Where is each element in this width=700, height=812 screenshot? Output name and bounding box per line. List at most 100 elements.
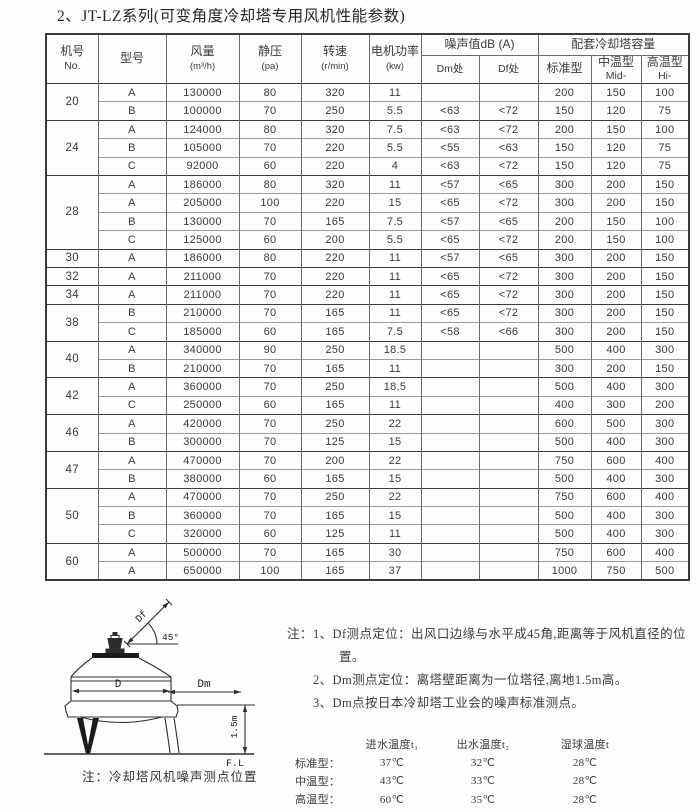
header-model: 型号 xyxy=(97,34,167,84)
cell-cap-mid: 150 xyxy=(590,119,642,139)
cell-cap-mid: 150 xyxy=(590,83,642,102)
cell-motor-power: 5.5 xyxy=(368,101,422,121)
cell-cap-mid: 400 xyxy=(590,469,642,489)
cell-machine-no: 40 xyxy=(45,340,99,378)
cell-speed: 165 xyxy=(300,395,370,415)
cell-cap-standard: 500 xyxy=(537,340,592,360)
cell-noise-df xyxy=(478,432,539,452)
cell-static-pressure: 80 xyxy=(238,175,302,194)
cell-machine-no: 34 xyxy=(45,285,99,305)
cell-cap-standard: 1000 xyxy=(537,561,592,581)
cell-speed: 250 xyxy=(300,101,370,121)
cell-model: C xyxy=(97,322,167,342)
cell-airflow: 100000 xyxy=(165,101,240,121)
cell-noise-dm xyxy=(420,524,480,544)
cell-cap-standard: 500 xyxy=(537,377,592,397)
cell-cap-standard: 500 xyxy=(537,432,592,452)
temp-value: 28℃ xyxy=(572,775,598,788)
cell-model: A xyxy=(97,340,167,360)
cell-cap-standard: 300 xyxy=(537,175,592,194)
cell-speed: 320 xyxy=(300,83,370,102)
cell-cap-standard: 300 xyxy=(537,266,592,286)
temp-value: 37℃ xyxy=(379,757,405,770)
cell-noise-dm: <65 xyxy=(420,303,480,323)
cell-airflow: 211000 xyxy=(165,266,240,286)
temp-value: 35℃ xyxy=(470,793,496,806)
header-speed: 转速 (r/min) xyxy=(300,34,370,84)
cell-static-pressure: 100 xyxy=(238,193,302,213)
cell-noise-df xyxy=(478,469,539,489)
cell-speed: 165 xyxy=(300,358,370,378)
temp-value: 33℃ xyxy=(470,775,496,788)
temp-col-header: 湿球温度t xyxy=(560,739,610,752)
cell-cap-hi: 400 xyxy=(640,450,690,470)
cell-noise-dm: <57 xyxy=(420,248,480,268)
cell-static-pressure: 80 xyxy=(238,119,302,139)
cell-cap-mid: 200 xyxy=(590,285,642,305)
cell-cap-mid: 400 xyxy=(590,524,642,544)
cell-airflow: 420000 xyxy=(165,414,240,434)
cell-model: A xyxy=(97,487,167,507)
cell-model: B xyxy=(97,358,167,378)
cell-cap-mid: 400 xyxy=(590,340,642,360)
cell-cap-hi: 150 xyxy=(640,303,690,323)
cell-noise-df: <66 xyxy=(478,322,539,342)
table-body: 20 A 130000 80 320 11 200 150 100 B 100000 70 250 5.5… xyxy=(45,83,690,581)
cell-airflow: 340000 xyxy=(165,340,240,360)
cell-machine-no: 60 xyxy=(45,542,99,581)
cell-noise-dm xyxy=(420,340,480,360)
cell-motor-power: 15 xyxy=(368,432,422,452)
cell-airflow: 650000 xyxy=(165,561,240,581)
table-header: 机号 No. 型号 风量 (m³/h) 静压 (pa) 转速 (r/min) xyxy=(45,34,690,84)
table-row: B 300000 70 125 15 500 400 300 xyxy=(46,432,690,452)
header-cap-mid-sub: Mid- xyxy=(605,70,627,83)
cell-cap-mid: 150 xyxy=(590,211,642,231)
cell-noise-dm: <63 xyxy=(420,119,480,139)
cell-cap-standard: 300 xyxy=(537,303,592,323)
header-model-label: 型号 xyxy=(119,51,144,66)
cell-cap-standard: 500 xyxy=(537,506,592,525)
table-row: A 650000 100 165 37 1000 750 500 xyxy=(46,561,690,581)
cell-speed: 165 xyxy=(300,469,370,489)
header-motor-power-unit: (kw) xyxy=(386,60,404,72)
cell-airflow: 250000 xyxy=(165,395,240,415)
header-airflow-unit: (m³/h) xyxy=(189,60,216,72)
header-noise-group: 噪声值dB (A) xyxy=(420,34,539,56)
tower-motor-knob xyxy=(112,632,118,636)
cell-motor-power: 11 xyxy=(368,175,422,194)
header-noise-dm-label: Dm处 xyxy=(436,63,464,76)
cell-speed: 200 xyxy=(300,450,370,470)
cell-noise-dm xyxy=(420,506,480,525)
cell-noise-df xyxy=(478,542,539,562)
header-cap-hi-sub: Hi- xyxy=(658,70,672,83)
cell-noise-dm: <63 xyxy=(420,156,480,176)
header-airflow: 风量 (m³/h) xyxy=(165,34,240,84)
cell-machine-no: 46 xyxy=(45,414,99,452)
cell-speed: 165 xyxy=(300,506,370,525)
table-row: 34 A 211000 70 220 11 <65 <72 300 200 150 xyxy=(45,285,690,305)
cell-airflow: 186000 xyxy=(165,248,240,268)
temp-row: 中温型： 43℃ 33℃ 28℃ xyxy=(295,772,635,790)
tower-left-leg xyxy=(77,718,99,754)
cell-cap-mid: 400 xyxy=(590,432,642,452)
cell-cap-standard: 200 xyxy=(537,119,592,139)
cell-speed: 165 xyxy=(300,303,370,323)
cell-model: C xyxy=(97,156,167,176)
temp-row: 标准型： 37℃ 32℃ 28℃ xyxy=(295,753,635,771)
cell-model: C xyxy=(97,230,167,250)
cell-static-pressure: 70 xyxy=(238,377,302,397)
table-row: 46 A 420000 70 250 22 600 500 300 xyxy=(45,414,690,452)
cell-static-pressure: 70 xyxy=(238,303,302,323)
cell-noise-dm xyxy=(420,432,480,452)
cell-noise-df: <65 xyxy=(478,248,539,268)
cell-noise-df: <63 xyxy=(478,138,539,158)
table-row: 30 A 186000 80 220 11 <57 <65 300 200 150 xyxy=(45,248,690,268)
cell-airflow: 130000 xyxy=(165,211,240,231)
cell-motor-power: 5.5 xyxy=(368,230,422,250)
notes-list: 1、Df测点定位：出风口边缘与水平成45角,距离等于风机直径的位置。 2、Dm测点… xyxy=(287,623,691,715)
cell-machine-no: 28 xyxy=(45,175,99,250)
cell-noise-df: <72 xyxy=(478,230,539,250)
cell-cap-hi: 400 xyxy=(640,542,690,562)
table-row: 42 A 360000 70 250 18.5 500 400 300 xyxy=(45,377,690,415)
